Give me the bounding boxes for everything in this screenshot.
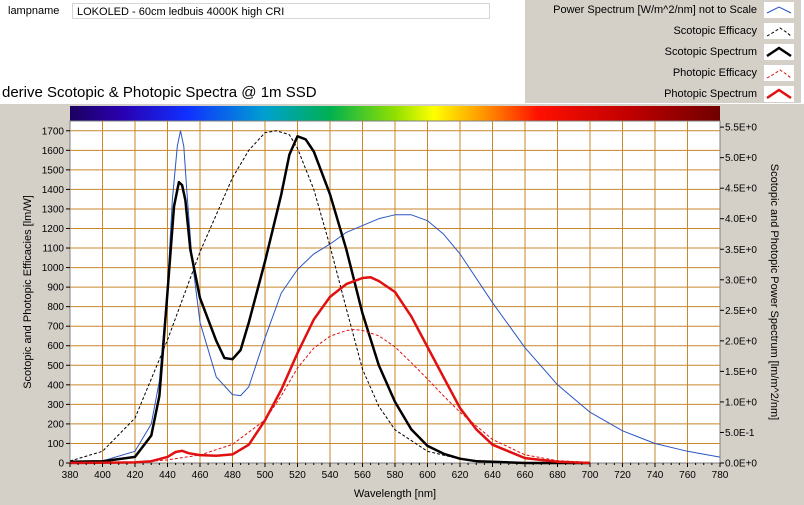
y-tick-label: 400 xyxy=(47,380,64,391)
x-tick-label: 520 xyxy=(289,470,306,481)
lamp-name-label: lampname xyxy=(8,5,60,17)
y-tick-label: 0 xyxy=(58,459,64,470)
legend-swatch-line xyxy=(766,69,792,79)
x-tick-label: 740 xyxy=(647,470,664,481)
series-power-spectrum xyxy=(69,130,721,463)
x-tick-label: 760 xyxy=(679,470,696,481)
y-right-tick-label: 5.0E-1 xyxy=(725,428,755,439)
y-tick-label: 1400 xyxy=(42,185,65,196)
x-tick-label: 580 xyxy=(387,470,404,481)
y-tick-label: 100 xyxy=(47,439,64,450)
visible-spectrum-bar xyxy=(70,106,720,121)
legend-label: Power Spectrum [W/m^2/nm] not to Scale xyxy=(553,4,757,16)
legend-label: Scotopic Spectrum xyxy=(664,46,757,58)
legend-swatch xyxy=(764,23,794,39)
x-tick-label: 620 xyxy=(452,470,469,481)
y-tick-label: 1100 xyxy=(42,244,64,255)
spectrum-chart: 380 400 420 440 460 480 500 520 540 560 580 600 620 6… xyxy=(22,106,780,500)
y-right-tick-label: 1.5E+0 xyxy=(725,367,757,378)
y-tick-label: 200 xyxy=(47,419,64,430)
legend-swatch-line xyxy=(766,6,792,14)
legend-label: Photopic Spectrum xyxy=(664,88,757,100)
data-series xyxy=(69,130,721,465)
y-tick-label: 300 xyxy=(47,400,64,411)
x-tick-label: 480 xyxy=(224,470,241,481)
lamp-name-field[interactable]: LOKOLED - 60cm ledbuis 4000K high CRI xyxy=(72,3,490,19)
x-axis-label: Wavelength [nm] xyxy=(354,488,436,500)
x-tick-label: 540 xyxy=(322,470,339,481)
x-tick-label: 660 xyxy=(517,470,534,481)
legend-swatch xyxy=(764,86,794,102)
y-axis-right-label: Scotopic and Photopic Power Spectrum [lm… xyxy=(768,164,780,420)
y-tick-label: 700 xyxy=(47,322,64,333)
legend-item-photopic-efficacy: Photopic Efficacy xyxy=(525,63,801,84)
y-right-tick-label: 5.0E+0 xyxy=(725,153,757,164)
y-tick-label: 1500 xyxy=(42,165,65,176)
x-tick-label: 500 xyxy=(257,470,274,481)
x-tick-label: 680 xyxy=(549,470,566,481)
x-tick-label: 440 xyxy=(159,470,176,481)
chart-title: derive Scotopic & Photopic Spectra @ 1m … xyxy=(2,84,317,101)
series-photopic-spectrum xyxy=(69,276,591,465)
legend-swatch-line xyxy=(766,88,792,100)
legend-swatch xyxy=(764,65,794,81)
legend-label: Photopic Efficacy xyxy=(672,67,757,79)
y-right-tick-label: 4.0E+0 xyxy=(725,214,757,225)
x-tick-label: 640 xyxy=(484,470,501,481)
x-tick-label: 720 xyxy=(614,470,631,481)
y-tick-label: 600 xyxy=(47,341,64,352)
y-right-tick-label: 2.5E+0 xyxy=(725,306,757,317)
series-scotopic-spectrum xyxy=(69,135,590,465)
y-tick-label: 1200 xyxy=(42,224,65,235)
y-right-tick-label: 5.5E+0 xyxy=(725,123,757,134)
chart-panel: 380 400 420 440 460 480 500 520 540 560 580 600 620 6… xyxy=(0,104,804,505)
legend-item-scotopic-spectrum: Scotopic Spectrum xyxy=(525,42,801,63)
y-axis-label: Scotopic and Photopic Efficacies [lm/W] xyxy=(22,195,34,389)
legend-swatch xyxy=(764,2,794,18)
legend-swatch-line xyxy=(766,27,792,37)
y-right-tick-label: 1.0E+0 xyxy=(725,397,757,408)
legend-item-photopic-spectrum: Photopic Spectrum xyxy=(525,84,801,105)
y-tick-label: 500 xyxy=(47,361,64,372)
y-right-tick-label: 2.0E+0 xyxy=(725,336,757,347)
x-tick-label: 780 xyxy=(712,470,729,481)
x-tick-label: 700 xyxy=(582,470,599,481)
x-tick-label: 600 xyxy=(419,470,436,481)
y-right-tick-label: 0.0E+0 xyxy=(725,459,757,470)
y-right-tick-label: 3.5E+0 xyxy=(725,245,757,256)
x-tick-label: 460 xyxy=(192,470,209,481)
legend-label: Scotopic Efficacy xyxy=(673,25,757,37)
legend-item-power-spectrum: Power Spectrum [W/m^2/nm] not to Scale xyxy=(525,0,801,21)
chart-legend: Power Spectrum [W/m^2/nm] not to Scale S… xyxy=(525,0,801,103)
legend-item-scotopic-efficacy: Scotopic Efficacy xyxy=(525,21,801,42)
y-right-tick-label: 4.5E+0 xyxy=(725,184,757,195)
y-tick-label: 900 xyxy=(47,283,64,294)
legend-swatch xyxy=(764,44,794,60)
x-tick-label: 420 xyxy=(127,470,144,481)
axes: 380 400 420 440 460 480 500 520 540 560 580 600 620 6… xyxy=(42,123,758,481)
series-scotopic-efficacy xyxy=(69,130,591,464)
y-tick-label: 1000 xyxy=(42,263,65,274)
y-tick-label: 1700 xyxy=(42,126,65,137)
x-tick-label: 400 xyxy=(94,470,111,481)
y-right-tick-label: 3.0E+0 xyxy=(725,275,757,286)
y-tick-label: 1300 xyxy=(42,204,65,215)
legend-swatch-line xyxy=(766,46,792,58)
x-tick-label: 380 xyxy=(62,470,79,481)
y-tick-label: 800 xyxy=(47,302,64,313)
y-tick-label: 1600 xyxy=(42,146,65,157)
x-tick-label: 560 xyxy=(354,470,371,481)
